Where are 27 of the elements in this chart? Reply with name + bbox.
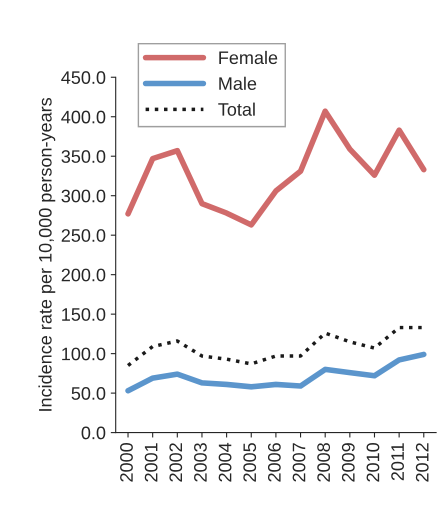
y-axis-title: Incidence rate per 10,000 person-years — [38, 98, 56, 411]
legend-label: Male — [219, 76, 256, 90]
y-tick-label: 350.0 — [61, 150, 106, 163]
x-tick-label: 2011 — [391, 443, 404, 480]
x-tick-label: 2003 — [194, 443, 207, 482]
x-tick-label: 2009 — [342, 443, 355, 482]
y-tick-label: 200.0 — [62, 268, 106, 282]
y-tick-label: 300.0 — [61, 190, 106, 202]
x-tick-label: 2008 — [317, 443, 330, 482]
x-tick-label: 2007 — [292, 443, 306, 482]
legend-label: Total — [218, 102, 255, 116]
y-tick-label: 150.0 — [62, 308, 106, 321]
legend-label: Female — [219, 50, 278, 64]
x-tick-label: 2004 — [218, 442, 232, 482]
y-tick-label: 0.0 — [82, 426, 106, 440]
y-tick-label: 100.0 — [62, 348, 106, 360]
x-tick-label: 2000 — [120, 443, 133, 482]
y-tick-label: 400.0 — [61, 110, 106, 124]
y-tick-label: 450.0 — [61, 71, 106, 84]
x-tick-label: 2010 — [366, 443, 380, 482]
x-tick-label: 2006 — [268, 443, 281, 482]
x-tick-label: 2001 — [144, 443, 158, 482]
x-tick-label: 2005 — [243, 443, 256, 482]
x-tick-label: 2002 — [169, 443, 182, 482]
x-tick-label: 2012 — [416, 443, 429, 482]
y-tick-label: 250.0 — [62, 229, 106, 242]
y-tick-label: 50.0 — [72, 387, 106, 400]
